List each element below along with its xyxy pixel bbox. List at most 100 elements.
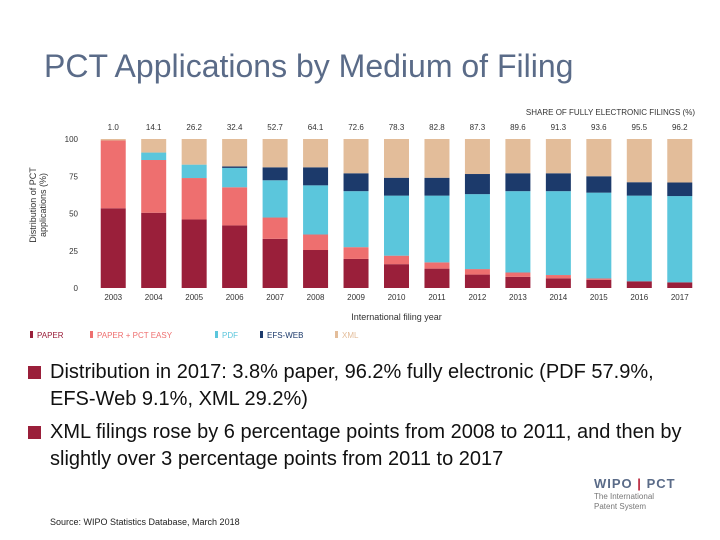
x-tick-label: 2005 [185, 293, 203, 302]
bar-segment-paper-pct-easy [586, 278, 612, 280]
legend-label: PAPER + PCT EASY [97, 331, 173, 340]
legend-swatch [260, 331, 263, 338]
wipo-pct-logo: WIPO | PCT The International Patent Syst… [594, 476, 684, 511]
y-tick-label: 25 [69, 247, 78, 256]
bar-segment-xml [424, 139, 450, 178]
bullet-list: Distribution in 2017: 3.8% paper, 96.2% … [28, 359, 688, 479]
y-axis-label-line: applications (%) [38, 173, 48, 237]
bar-segment-pdf [181, 164, 207, 179]
bar-segment-paper-pct-easy [181, 178, 207, 220]
logo-pct-text: PCT [646, 476, 676, 491]
legend-label: XML [342, 331, 359, 340]
bar-segment-paper-pct-easy [384, 255, 409, 265]
bullet-square-icon [28, 426, 41, 439]
bar-segment-xml [141, 139, 167, 153]
bar-segment-pdf [545, 191, 571, 276]
bar-segment-pdf [343, 191, 369, 248]
bar-segment-paper [141, 212, 167, 288]
x-tick-label: 2008 [307, 293, 325, 302]
bar-segment-efs-web [586, 176, 612, 193]
bar-segment-paper-pct-easy [303, 234, 329, 251]
bar-segment-xml [222, 139, 248, 167]
bar-segment-efs-web [384, 177, 409, 196]
x-tick-label: 2004 [145, 293, 163, 302]
bar-segment-efs-web [303, 167, 329, 186]
legend-swatch [215, 331, 218, 338]
x-tick-label: 2013 [509, 293, 527, 302]
bullet-square-icon [28, 366, 41, 379]
bar-segment-pdf [303, 185, 329, 235]
logo-wordmark: WIPO | PCT [594, 476, 684, 491]
legend-label: PDF [222, 331, 238, 340]
bullet-item: Distribution in 2017: 3.8% paper, 96.2% … [28, 359, 688, 413]
bullet-text: Distribution in 2017: 3.8% paper, 96.2% … [50, 361, 654, 410]
logo-wipo-text: WIPO [594, 476, 633, 491]
legend-swatch [90, 331, 93, 338]
x-tick-label: 2003 [104, 293, 122, 302]
share-label: 91.3 [551, 123, 567, 132]
bar-segment-paper-pct-easy [505, 272, 531, 277]
share-label: 32.4 [227, 123, 243, 132]
bar-segment-efs-web [464, 174, 490, 195]
bar-segment-pdf [424, 195, 450, 263]
source-note: Source: WIPO Statistics Database, March … [50, 517, 240, 527]
logo-separator: | [637, 476, 642, 491]
bar-segment-paper-pct-easy [262, 217, 288, 239]
x-tick-label: 2007 [266, 293, 284, 302]
bar-segment-pdf [464, 194, 490, 270]
bar-segment-pdf [586, 192, 612, 279]
share-label: 26.2 [186, 123, 202, 132]
bar-segment-paper-pct-easy [545, 275, 571, 279]
x-tick-label: 2016 [630, 293, 648, 302]
bar-segment-paper-pct-easy [222, 187, 248, 226]
bar-segment-xml [545, 139, 571, 174]
bar-segment-paper [384, 264, 409, 288]
bar-segment-paper-pct-easy [343, 247, 369, 259]
x-tick-label: 2017 [671, 293, 689, 302]
legend-swatch [30, 331, 33, 338]
bar-segment-efs-web [626, 182, 652, 196]
share-label: 52.7 [267, 123, 283, 132]
bar-segment-paper [424, 268, 450, 288]
x-tick-label: 2012 [469, 293, 487, 302]
bar-segment-efs-web [424, 177, 450, 196]
bar-segment-efs-web [262, 167, 288, 181]
bar-segment-paper [222, 225, 248, 288]
bar-segment-paper [343, 258, 369, 288]
logo-subtitle-1: The International [594, 492, 655, 501]
bar-segment-paper [262, 238, 288, 288]
bar-segment-pdf [262, 180, 288, 218]
share-labels-title: SHARE OF FULLY ELECTRONIC FILINGS (%) [526, 108, 695, 117]
slide-title: PCT Applications by Medium of Filing [44, 48, 574, 84]
bar-segment-pdf [667, 196, 693, 283]
y-tick-label: 100 [65, 135, 79, 144]
logo-subtitle-2: Patent System [594, 502, 647, 511]
bar-segment-paper [464, 274, 490, 288]
bar-segment-efs-web [343, 173, 369, 192]
bar-segment-pdf [384, 195, 409, 256]
share-label: 82.8 [429, 123, 445, 132]
legend-swatch [335, 331, 338, 338]
bar-segment-pdf [222, 167, 248, 188]
x-tick-label: 2011 [428, 293, 446, 302]
legend-label: EFS-WEB [267, 331, 303, 340]
share-label: 64.1 [308, 123, 324, 132]
share-label: 14.1 [146, 123, 162, 132]
bar-segment-xml [586, 139, 612, 177]
bullet-item: XML filings rose by 6 percentage points … [28, 419, 688, 473]
bar-segment-xml [626, 139, 652, 183]
bar-segment-paper [100, 208, 126, 288]
bar-segment-paper-pct-easy [141, 160, 167, 213]
bar-segment-xml [384, 139, 409, 178]
x-tick-label: 2009 [347, 293, 365, 302]
legend-label: PAPER [37, 331, 64, 340]
share-label: 96.2 [672, 123, 688, 132]
bar-segment-pdf [141, 152, 167, 161]
bar-segment-paper [505, 276, 531, 288]
x-tick-label: 2015 [590, 293, 608, 302]
y-axis-label: Distribution of PCTapplications (%) [28, 167, 48, 243]
bar-segment-paper [667, 282, 693, 288]
bar-segment-pdf [505, 191, 531, 273]
y-tick-label: 50 [69, 210, 78, 219]
x-tick-label: 2010 [388, 293, 406, 302]
